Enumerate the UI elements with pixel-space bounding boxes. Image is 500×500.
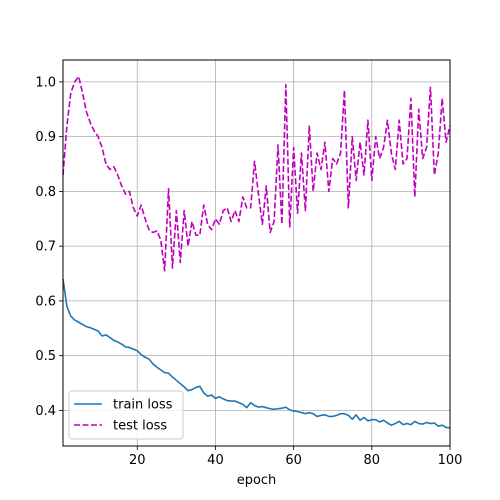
x-tick-label: 40 [207, 453, 224, 468]
x-tick-label: 60 [285, 453, 302, 468]
x-tick-label: 80 [364, 453, 381, 468]
x-axis-label: epoch [237, 473, 277, 488]
y-tick-label: 0.4 [35, 404, 56, 419]
y-tick-label: 1.0 [35, 75, 56, 90]
y-tick-label: 0.6 [35, 294, 56, 309]
legend-label: test loss [113, 419, 167, 434]
x-tick-label: 20 [129, 453, 146, 468]
y-tick-label: 0.7 [35, 240, 56, 255]
y-tick-label: 0.8 [35, 185, 56, 200]
y-tick-label: 0.5 [35, 349, 56, 364]
legend-label: train loss [113, 398, 173, 413]
legend: train loss test loss [69, 391, 183, 439]
y-tick-label: 0.9 [35, 130, 56, 145]
x-tick-label: 100 [438, 453, 463, 468]
